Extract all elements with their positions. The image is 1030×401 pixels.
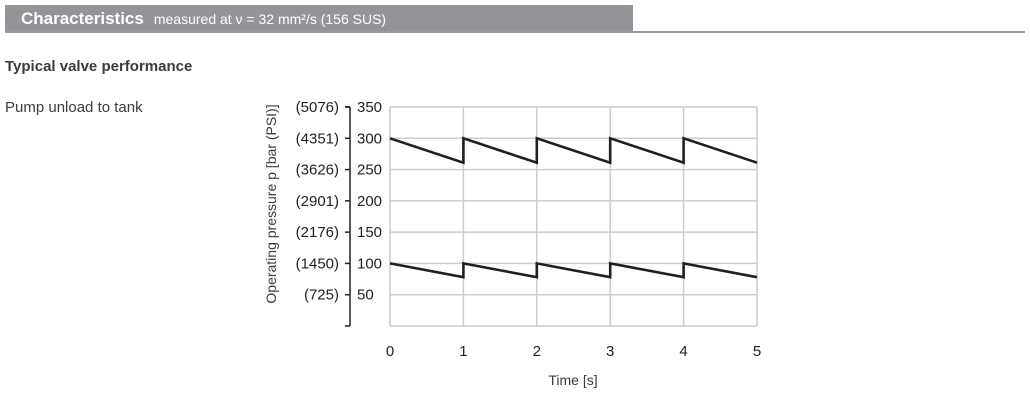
section-title: Typical valve performance	[5, 58, 193, 75]
header-title: Characteristics	[21, 8, 144, 28]
y-tick-label-bar: 200	[357, 193, 382, 210]
x-tick-label: 0	[386, 343, 394, 360]
y-tick-label-bar: 50	[357, 287, 374, 304]
x-tick-label: 5	[753, 343, 761, 360]
y-axis-label: Operating pressure p [bar (PSI)]	[263, 104, 279, 304]
y-tick-label-psi: (5076)	[296, 99, 339, 116]
chart-grid	[389, 106, 758, 327]
y-axis: 50 (725) 100 (1450) 150 (2176) 200 (2901) 250 (36…	[296, 99, 382, 327]
x-axis: 0 1 2 3 4 5	[386, 343, 761, 360]
y-tick-label-psi: (2901)	[296, 193, 339, 210]
y-tick-label-psi: (2176)	[296, 224, 339, 241]
y-tick-label-bar: 100	[357, 255, 382, 272]
y-tick-label-bar: 300	[357, 130, 382, 147]
x-axis-label: Time [s]	[548, 372, 598, 388]
x-tick-label: 3	[606, 343, 614, 360]
section-header-bar: Characteristics measured at ν = 32 mm²/s…	[5, 5, 633, 32]
series-line-lower	[389, 261, 758, 279]
x-tick-label: 4	[679, 343, 687, 360]
y-tick-label-psi: (1450)	[296, 255, 339, 272]
y-tick-label-psi: (4351)	[296, 130, 339, 147]
y-tick-label-bar: 150	[357, 224, 382, 241]
x-tick-label: 1	[459, 343, 467, 360]
chart-series	[389, 136, 758, 279]
y-tick-label-bar: 250	[357, 162, 382, 179]
y-tick-label-psi: (725)	[304, 287, 339, 304]
y-tick-label-bar: 350	[357, 99, 382, 116]
series-line-upper	[389, 136, 758, 165]
chart-caption: Pump unload to tank	[5, 99, 143, 116]
x-tick-label: 2	[533, 343, 541, 360]
header-subtitle: measured at ν = 32 mm²/s (156 SUS)	[153, 10, 387, 27]
y-tick-label-psi: (3626)	[296, 162, 339, 179]
header-divider	[5, 31, 1025, 33]
